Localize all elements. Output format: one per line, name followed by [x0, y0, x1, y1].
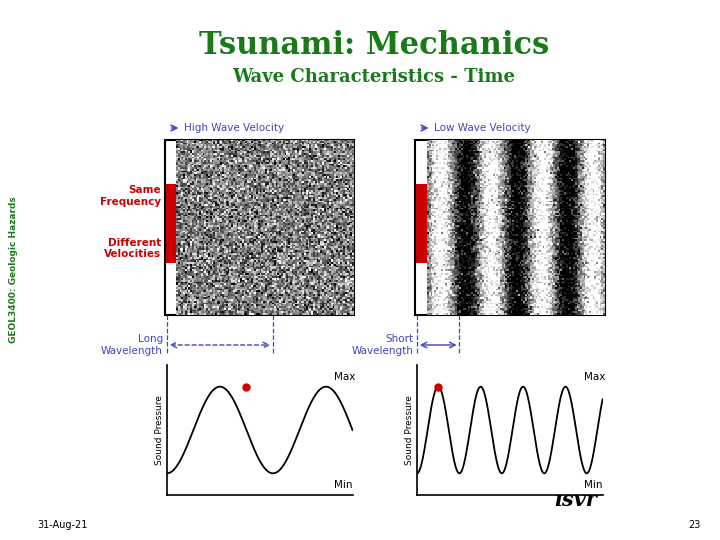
Bar	[165, 140, 354, 315]
Text: Different
Velocities: Different Velocities	[104, 238, 161, 259]
Text: Max: Max	[584, 372, 606, 382]
Text: Same
Frequency: Same Frequency	[100, 185, 161, 207]
Text: GEOL3400: Geologic Hazards: GEOL3400: Geologic Hazards	[9, 197, 18, 343]
Bar	[415, 140, 605, 315]
Y-axis label: Sound Pressure: Sound Pressure	[405, 395, 414, 465]
Text: Min: Min	[584, 481, 603, 490]
Text: 31-Aug-21: 31-Aug-21	[37, 520, 87, 530]
Text: Tsunami: Mechanics: Tsunami: Mechanics	[199, 30, 549, 61]
Text: Wave Characteristics - Time: Wave Characteristics - Time	[232, 68, 516, 86]
Text: 23: 23	[688, 520, 701, 530]
Text: High Wave Velocity: High Wave Velocity	[184, 123, 284, 133]
Text: Low Wave Velocity: Low Wave Velocity	[434, 123, 531, 133]
Bar	[165, 184, 176, 262]
Text: Min: Min	[334, 481, 353, 490]
Text: Max: Max	[334, 372, 356, 382]
Y-axis label: Sound Pressure: Sound Pressure	[155, 395, 164, 465]
Text: isvr: isvr	[554, 490, 597, 510]
Bar	[415, 184, 426, 262]
Text: Short
Wavelength: Short Wavelength	[351, 334, 413, 356]
Text: Long
Wavelength: Long Wavelength	[101, 334, 163, 356]
